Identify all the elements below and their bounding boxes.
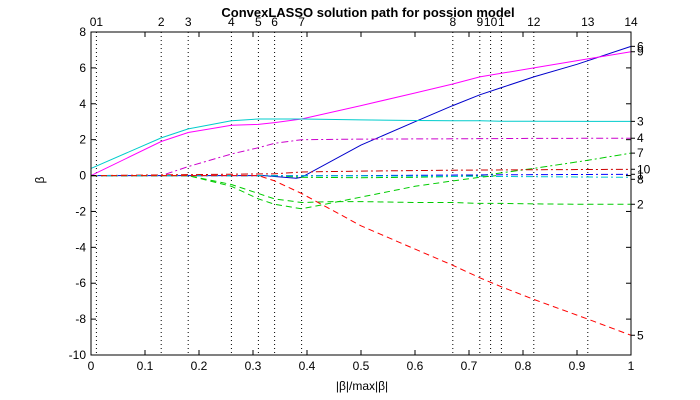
series-line-6 [91, 45, 632, 179]
top-step-label: 6 [271, 15, 278, 29]
top-step-label: 10 [484, 15, 498, 29]
series-end-label: 1 [637, 167, 644, 181]
x-tick-label: 1 [628, 359, 635, 373]
series-end-label: 9 [637, 45, 644, 59]
x-tick-label: 0.8 [515, 359, 532, 373]
series-line-7 [91, 152, 632, 179]
y-tick-label: -2 [75, 204, 86, 218]
top-step-label: 4 [228, 15, 235, 29]
top-step-label: 3 [185, 15, 192, 29]
top-step-label: 13 [581, 15, 595, 29]
y-tick-label: -4 [75, 240, 86, 254]
x-tick-label: 0.6 [407, 359, 424, 373]
series-end-label: 7 [637, 146, 644, 160]
chart-title: ConvexLASSO solution path for possion mo… [221, 5, 514, 20]
y-tick-label: -6 [75, 276, 86, 290]
top-step-label: 1 [498, 15, 505, 29]
y-tick-label: 8 [79, 25, 86, 39]
series-layer [90, 45, 632, 336]
top-step-label: 9 [476, 15, 483, 29]
series-end-label: 5 [637, 328, 644, 342]
top-step-label: 12 [527, 15, 541, 29]
series-end-label: 2 [637, 197, 644, 211]
x-tick-label: 0 [88, 359, 95, 373]
y-tick-label: -8 [75, 312, 86, 326]
series-end-label: 3 [637, 114, 644, 128]
series-line-10 [90, 168, 632, 177]
top-step-label: 5 [255, 15, 262, 29]
top-step-label: 2 [158, 15, 165, 29]
series-end-label: 10 [637, 162, 651, 176]
step-lines: 01 2 3 4 5 6 7 8 9 10 1 12 13 14 [90, 15, 638, 355]
series-line-4 [91, 137, 632, 177]
x-tick-label: 0.2 [191, 359, 208, 373]
axes: 0 0.1 0.2 0.3 0.4 0.5 0.6 0.7 0.8 0.9 1 -10 -8 -6 -4 -2… [69, 25, 635, 373]
top-step-label: 8 [449, 15, 456, 29]
x-tick-label: 0.5 [353, 359, 370, 373]
series-line-unlabeled-9 [91, 175, 497, 210]
series-end-label: 4 [637, 131, 644, 145]
x-tick-label: 0.4 [299, 359, 316, 373]
y-axis-label: β [33, 176, 47, 183]
series-line-5 [91, 175, 632, 336]
y-tick-label: 2 [79, 133, 86, 147]
series-line-2 [91, 175, 631, 205]
y-tick-label: 6 [79, 61, 86, 75]
x-tick-label: 0.1 [137, 359, 154, 373]
series-line-9 [90, 51, 632, 177]
series-end-label: 6 [637, 39, 644, 53]
series-end-label: 8 [637, 172, 644, 186]
top-step-label: 7 [298, 15, 305, 29]
plot-frame [90, 31, 632, 356]
x-axis-label: |β|/max|β| [336, 379, 388, 393]
series-line-3 [90, 118, 631, 169]
top-step-label: 14 [624, 15, 638, 29]
y-tick-label: 4 [79, 97, 86, 111]
x-tick-label: 0.7 [461, 359, 478, 373]
x-tick-label: 0.9 [569, 359, 586, 373]
y-tick-label: 0 [79, 169, 86, 183]
top-step-label: 01 [90, 15, 104, 29]
y-tick-label: -10 [69, 348, 87, 362]
x-tick-label: 0.3 [245, 359, 262, 373]
